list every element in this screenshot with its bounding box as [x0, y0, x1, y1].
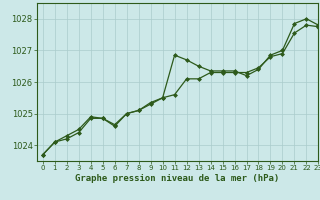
X-axis label: Graphe pression niveau de la mer (hPa): Graphe pression niveau de la mer (hPa) [76, 174, 280, 183]
